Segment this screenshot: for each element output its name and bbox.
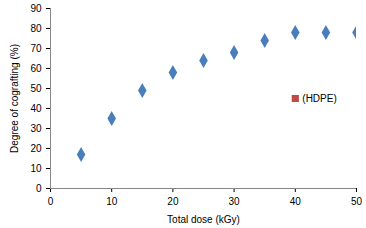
svg-text:90: 90 [30, 3, 42, 14]
svg-text:0: 0 [36, 183, 42, 194]
svg-text:50: 50 [351, 196, 363, 207]
svg-text:80: 80 [30, 23, 42, 34]
svg-text:40: 40 [30, 103, 42, 114]
svg-text:20: 20 [167, 196, 179, 207]
svg-text:60: 60 [30, 63, 42, 74]
svg-text:30: 30 [229, 196, 241, 207]
svg-text:10: 10 [30, 163, 42, 174]
svg-text:Total dose (kGy): Total dose (kGy) [167, 214, 240, 225]
svg-text:20: 20 [30, 143, 42, 154]
svg-text:30: 30 [30, 123, 42, 134]
svg-text:0: 0 [48, 196, 54, 207]
svg-text:70: 70 [30, 43, 42, 54]
svg-text:Degree of cografting (%): Degree of cografting (%) [9, 44, 20, 153]
svg-text:40: 40 [290, 196, 302, 207]
svg-text:10: 10 [106, 196, 118, 207]
svg-text:(HDPE): (HDPE) [302, 93, 336, 104]
svg-text:50: 50 [30, 83, 42, 94]
